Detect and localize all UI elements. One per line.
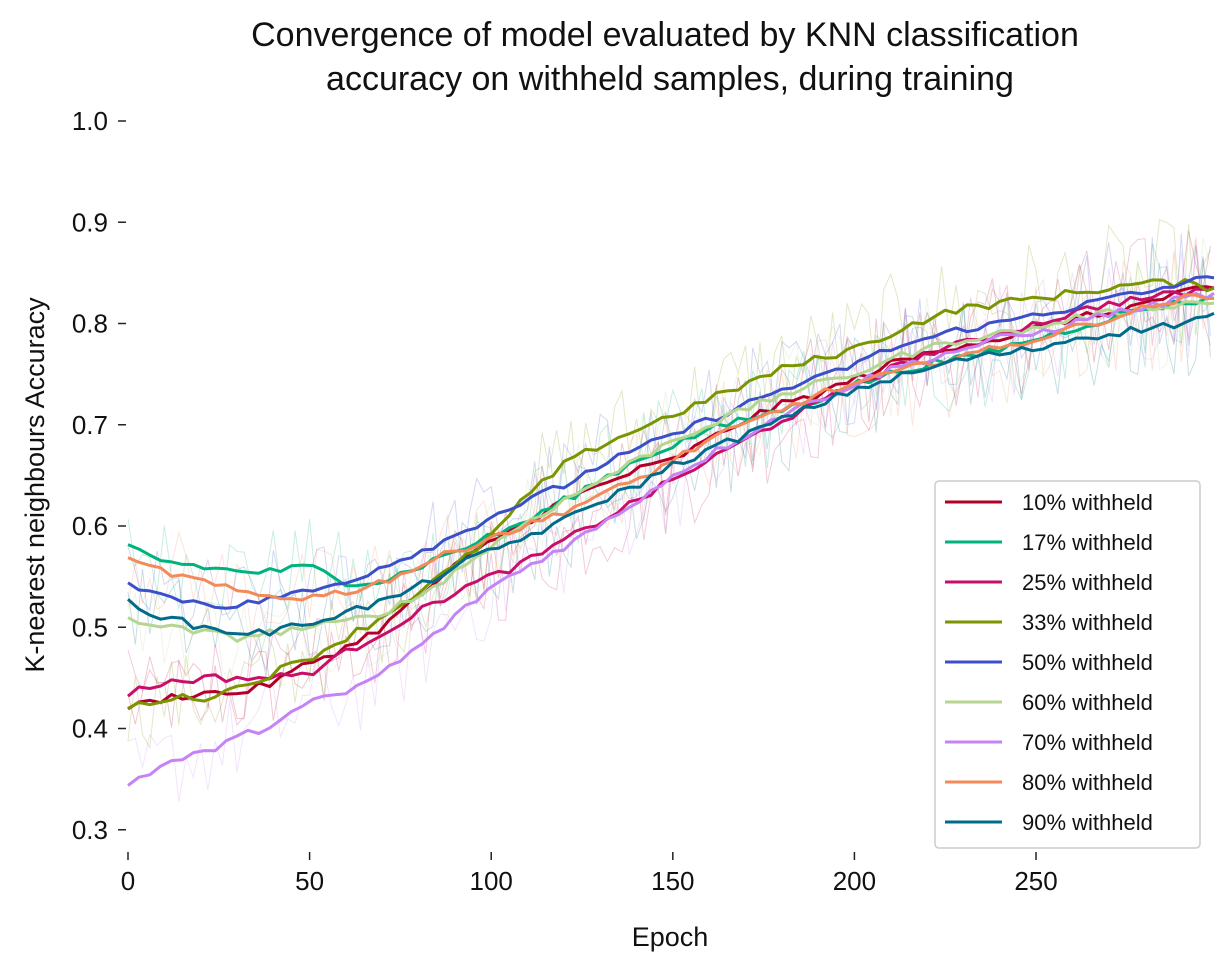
x-tick-label: 150 bbox=[651, 866, 694, 896]
chart-subtitle: accuracy on withheld samples, during tra… bbox=[326, 60, 1014, 98]
raw-trace-4 bbox=[127, 219, 1211, 750]
y-tick-label: 0.3 bbox=[72, 815, 108, 845]
y-tick-label: 0.8 bbox=[72, 309, 108, 339]
series-line-6 bbox=[127, 300, 1215, 643]
series-line-3 bbox=[127, 286, 1215, 698]
legend-box bbox=[934, 480, 1201, 849]
legend-label: 70% withheld bbox=[1022, 730, 1153, 755]
legend-label: 60% withheld bbox=[1022, 690, 1153, 715]
raw-trace-5 bbox=[127, 233, 1211, 632]
chart-title: Convergence of model evaluated by KNN cl… bbox=[251, 16, 1079, 54]
x-tick-label: 0 bbox=[121, 866, 135, 896]
y-tick-label: 0.5 bbox=[72, 612, 108, 642]
series-line-5 bbox=[127, 275, 1215, 610]
y-axis-label: K-nearest neighbours Accuracy bbox=[20, 297, 50, 673]
raw-trace-1 bbox=[127, 230, 1211, 728]
y-tick-label: 0.4 bbox=[72, 714, 108, 744]
y-tick-label: 1.0 bbox=[72, 106, 108, 136]
y-tick-label: 0.6 bbox=[72, 511, 108, 541]
x-axis-label: Epoch bbox=[632, 922, 709, 952]
raw-trace-9 bbox=[127, 258, 1211, 678]
x-tick-label: 50 bbox=[295, 866, 324, 896]
x-tick-label: 200 bbox=[833, 866, 876, 896]
raw-trace-8 bbox=[127, 236, 1211, 635]
x-tick-label: 250 bbox=[1014, 866, 1057, 896]
legend: 10% withheld 17% withheld 25% withheld 33% … bbox=[934, 480, 1201, 849]
y-tick-label: 0.9 bbox=[72, 207, 108, 237]
raw-trace-3 bbox=[127, 238, 1211, 727]
smoothed-series-layer bbox=[126, 275, 1215, 787]
series-line-9 bbox=[126, 312, 1215, 637]
x-axis: 0 50 100 150 200 250 bbox=[121, 852, 1058, 896]
y-axis: 0.3 0.4 0.5 0.6 0.7 0.8 0.9 1.0 bbox=[72, 106, 126, 845]
legend-label: 80% withheld bbox=[1022, 770, 1153, 795]
x-tick-label: 100 bbox=[470, 866, 513, 896]
series-line-7 bbox=[127, 291, 1215, 787]
raw-trace-2 bbox=[127, 243, 1211, 610]
legend-label: 25% withheld bbox=[1022, 570, 1153, 595]
legend-label: 17% withheld bbox=[1022, 530, 1153, 555]
legend-label: 10% withheld bbox=[1022, 490, 1153, 515]
legend-label: 90% withheld bbox=[1022, 810, 1153, 835]
series-line-4 bbox=[127, 278, 1215, 710]
y-tick-label: 0.7 bbox=[72, 410, 108, 440]
legend-label: 33% withheld bbox=[1022, 610, 1153, 635]
legend-label: 50% withheld bbox=[1022, 650, 1153, 675]
raw-trace-6 bbox=[127, 238, 1211, 681]
